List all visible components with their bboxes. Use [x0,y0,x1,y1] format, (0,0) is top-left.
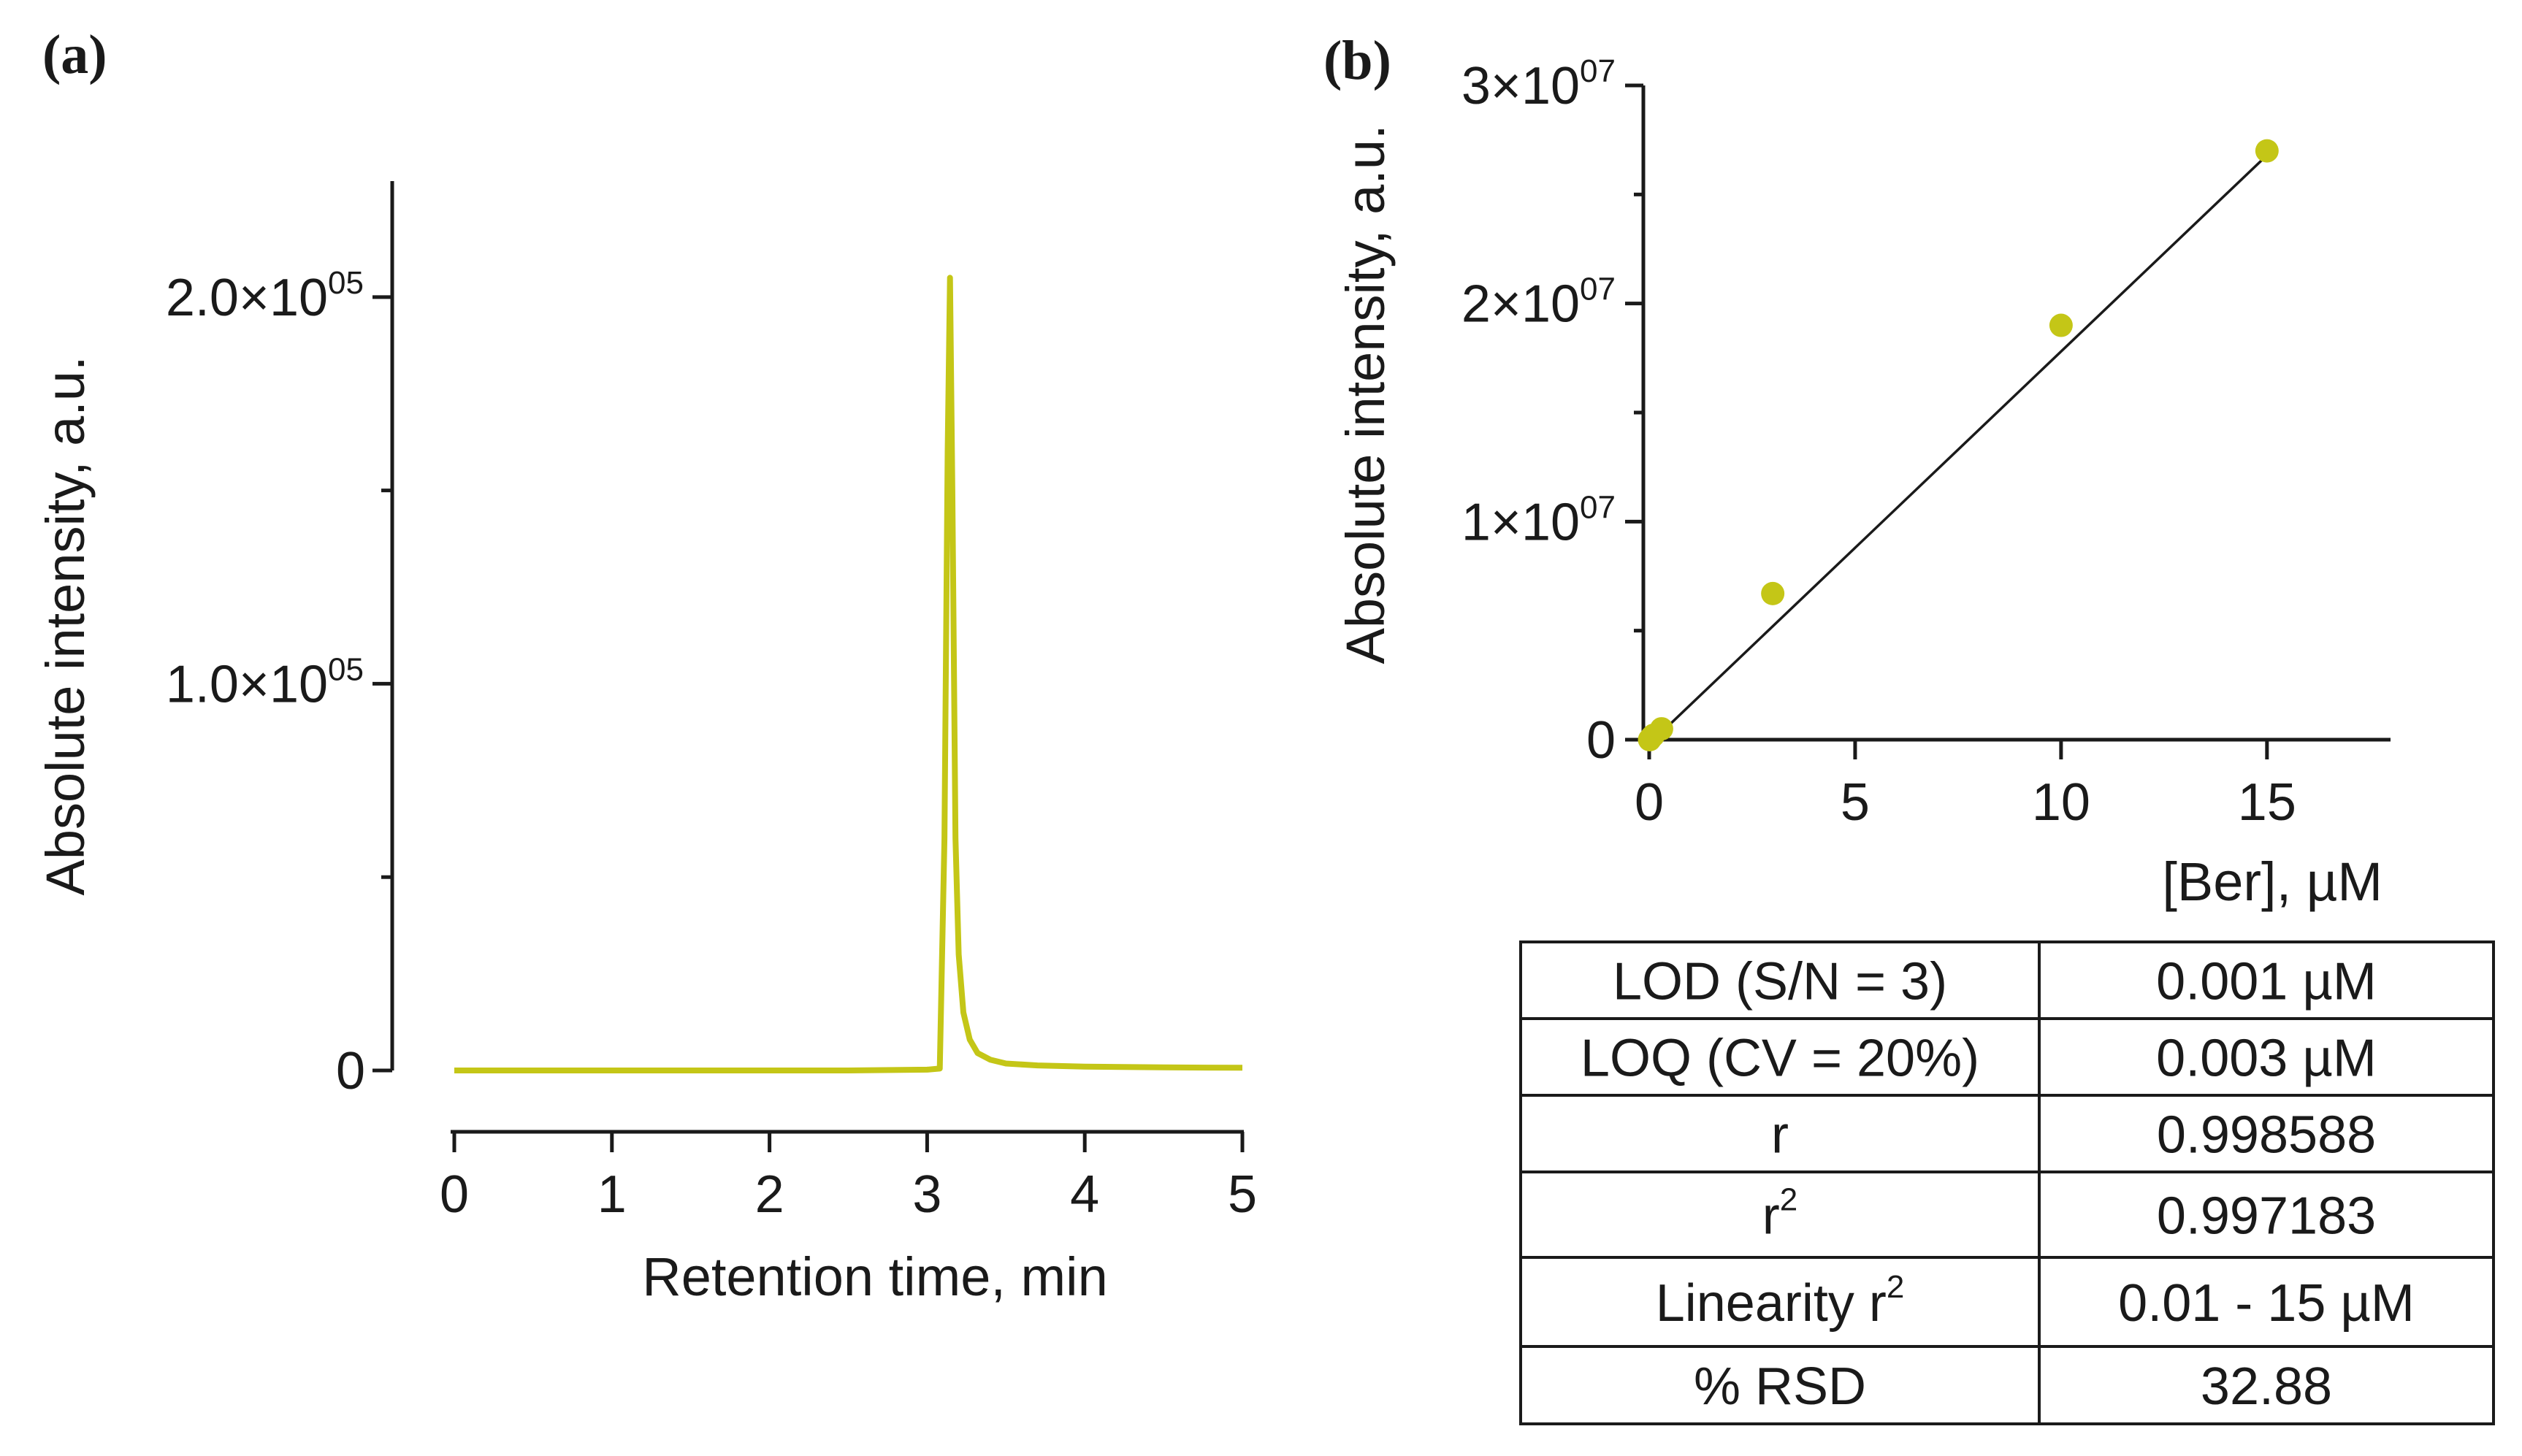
data-point [2049,313,2073,337]
data-point [1649,717,1673,741]
x-tick-label: 2 [755,1165,784,1224]
x-tick-label: 4 [1070,1165,1099,1224]
x-tick-label: 0 [1635,773,1664,832]
y-axis-label: Absolute intensity, a.u. [35,356,96,895]
table-value-cell: 0.998588 [2157,1106,2376,1165]
table-param-cell: Linearity r2 [1656,1269,1905,1333]
parameters-table: LOD (S/N = 3) 0.001 µM LOQ (CV = 20%) 0.003… [1519,940,2495,1425]
x-tick-label: 10 [2032,773,2090,832]
table-row: r 0.998588 [1771,1106,2376,1165]
x-axis-label: [Ber], µM [2162,851,2382,912]
table-row: Linearity r2 0.01 - 15 µM [1656,1269,2415,1333]
y-tick-label: 3×1007 [1461,53,1616,115]
panel-label-a: (a) [42,24,107,85]
table-row: % RSD 32.88 [1694,1357,2332,1416]
table-param-cell: r2 [1762,1182,1797,1246]
data-point [1761,581,1785,605]
y-axis-label: Absolute intensity, a.u. [1335,124,1396,664]
x-tick-label: 5 [1841,773,1870,832]
y-tick-label: 1×1007 [1461,489,1616,551]
table-value-cell: 0.997183 [2157,1187,2376,1246]
table-value-cell: 0.01 - 15 µM [2118,1274,2415,1333]
y-tick-label: 2×1007 [1461,272,1616,334]
table-row: r2 0.997183 [1762,1182,2376,1246]
table-value-cell: 0.003 µM [2156,1030,2377,1088]
table-border [1519,940,2495,1425]
table-param-cell: r [1771,1106,1789,1165]
table-param-cell: % RSD [1694,1357,1866,1416]
table-param-cell: LOD (S/N = 3) [1613,953,1947,1011]
table-value-cell: 0.001 µM [2156,953,2377,1011]
x-tick-label: 15 [2238,773,2296,832]
fit-line [1648,154,2269,746]
chromatogram-chart: 0 1.0×1005 2.0×1005 0 1 2 3 4 5 Retention time,… [35,181,1257,1307]
x-tick-label: 3 [912,1165,941,1224]
x-tick-label: 0 [440,1165,469,1224]
y-tick-label: 0 [1586,711,1616,770]
y-tick-label: 0 [336,1042,365,1100]
x-axis-label: Retention time, min [642,1246,1108,1307]
x-tick-label: 1 [597,1165,627,1224]
series-line [454,275,1243,1073]
table-row: LOD (S/N = 3) 0.001 µM [1613,953,2377,1011]
table-param-cell: LOQ (CV = 20%) [1581,1030,1979,1088]
table-value-cell: 32.88 [2201,1357,2332,1416]
table-row: LOQ (CV = 20%) 0.003 µM [1581,1030,2377,1088]
y-tick-label: 2.0×1005 [166,265,364,327]
panel-label-b: (b) [1323,30,1391,91]
y-tick-label: 1.0×1005 [166,651,364,713]
x-tick-label: 5 [1228,1165,1257,1224]
data-point [2255,139,2279,163]
calibration-chart: 0 1×1007 2×1007 3×1007 0 5 10 15 [Ber], µM Abs… [1335,53,2391,912]
